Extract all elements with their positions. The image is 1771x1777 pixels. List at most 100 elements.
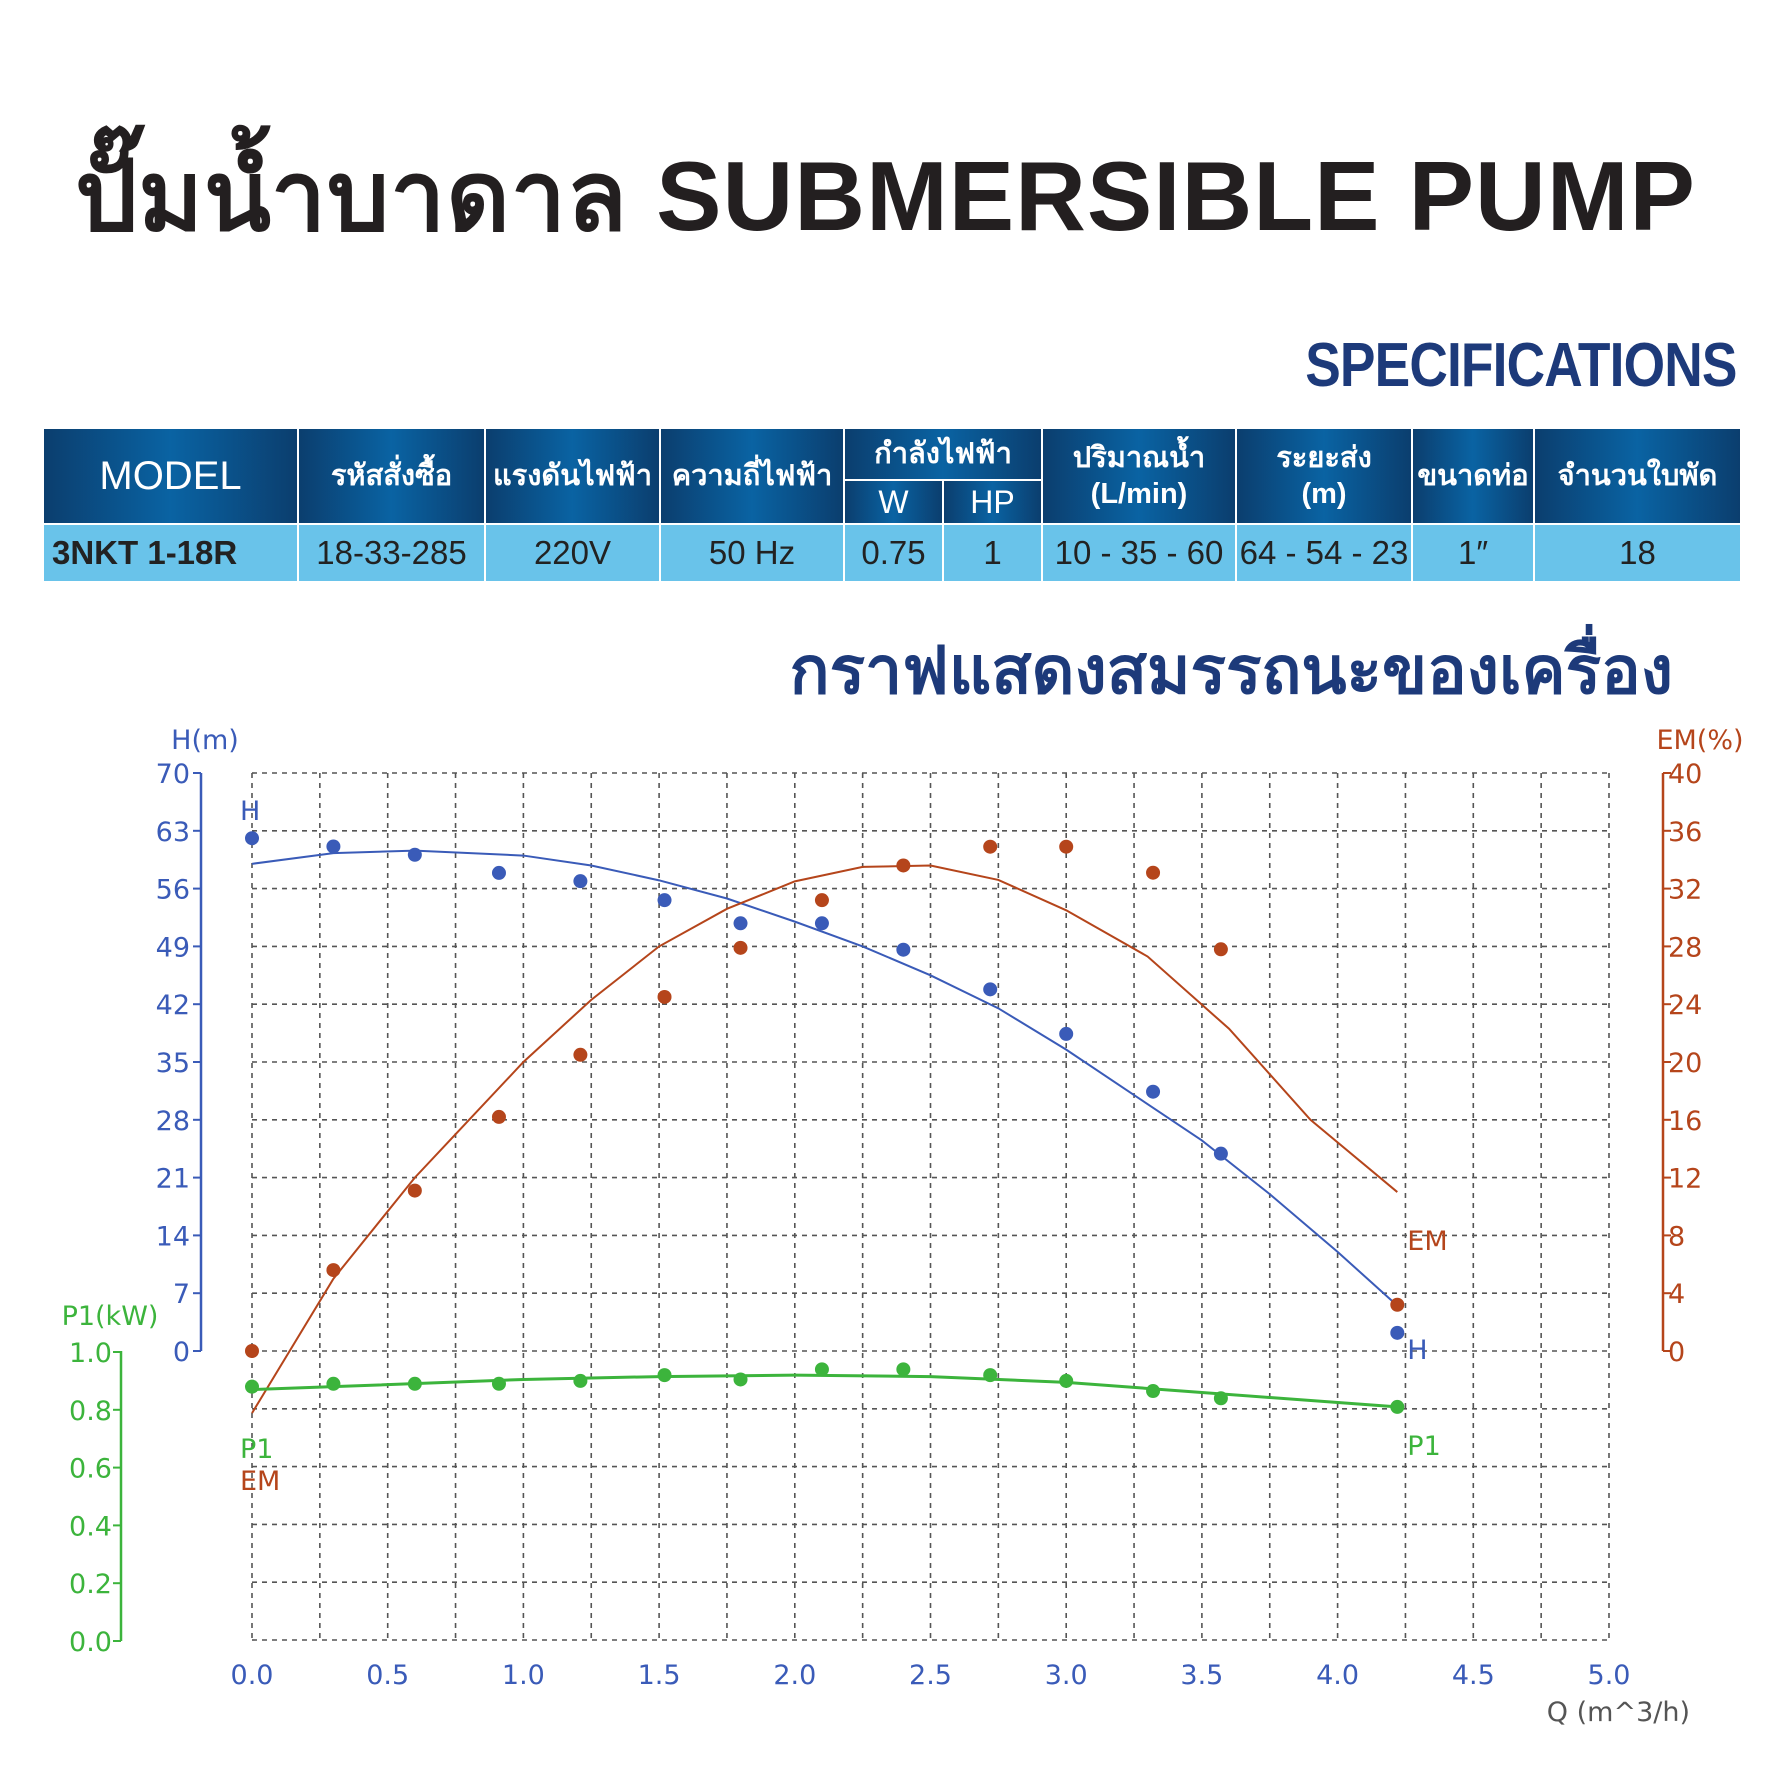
cell-power-hp: 1 [942,523,1043,583]
series-p1-point [657,1368,672,1383]
h-tick-label: 21 [156,1164,190,1195]
series-p1-point [983,1368,998,1383]
p1-tick-label: 0.6 [69,1454,112,1485]
specifications-heading: SPECIFICATIONS [1305,331,1738,400]
series-em-point [245,1344,259,1358]
h-axis-label: H(m) [171,725,239,756]
cell-impellers: 18 [1533,523,1742,583]
series-h-label-end: H [1407,1335,1427,1366]
series-em-point [1390,1297,1405,1312]
table-row: 3NKT 1-18R 18-33-285 220V 50 Hz 0.75 1 1… [42,523,1742,583]
series-h-point [245,831,259,846]
x-tick-label: 4.5 [1452,1660,1495,1691]
header-impellers: จำนวนใบพัด [1533,429,1742,525]
series-p1-label-end: P1 [1407,1431,1440,1462]
series-p1-point [1390,1399,1405,1414]
series-em-point [733,940,748,955]
x-tick-label: 2.5 [909,1660,952,1691]
series-h-point [1146,1084,1161,1099]
x-tick-label: 0.0 [231,1660,274,1691]
p1-tick-label: 0.8 [69,1396,112,1427]
series-h-point [1390,1325,1405,1340]
header-head: ระยะส่ง (m) [1235,429,1413,525]
header-order-code: รหัสสั่งซื้อ [297,429,486,525]
series-h-point [896,942,911,957]
header-flow: ปริมาณน้ำ (L/min) [1041,429,1237,525]
series-p1-point [896,1362,911,1377]
series-p1-point [814,1362,829,1377]
h-tick-label: 63 [156,817,190,848]
series-p1-point [1059,1373,1074,1388]
x-tick-label: 1.5 [638,1660,681,1691]
series-em-point [983,839,998,854]
p1-axis-label: P1(kW) [62,1301,159,1332]
series-em-point [814,893,829,908]
series-em-point [657,989,672,1004]
x-tick-label: 0.5 [366,1660,409,1691]
em-tick-label: 16 [1668,1106,1702,1137]
series-p1-point [407,1376,422,1391]
series-em-point [326,1263,341,1278]
h-tick-label: 28 [156,1106,190,1137]
cell-power-w: 0.75 [843,523,944,583]
header-voltage: แรงดันไฟฟ้า [484,429,661,525]
series-h-point [814,916,829,931]
cell-voltage: 220V [484,523,661,583]
header-pipe: ขนาดท่อ [1411,429,1535,525]
series-em-point [1059,839,1074,854]
header-power-w: W [843,480,944,525]
p1-tick-label: 0.0 [69,1627,112,1658]
em-tick-label: 28 [1668,932,1702,963]
series-h-point [407,847,422,862]
series-p1-point [733,1372,748,1387]
series-em-label-start: EM [240,1466,280,1497]
graph-title: กราฟแสดงสมรรถนะของเครื่อง [789,633,1673,707]
em-tick-label: 40 [1668,759,1702,790]
h-tick-label: 0 [173,1337,190,1368]
em-tick-label: 20 [1668,1048,1702,1079]
x-tick-label: 5.0 [1588,1660,1631,1691]
em-tick-label: 32 [1668,875,1702,906]
series-p1-label-start: P1 [240,1434,273,1465]
performance-chart: 0 7 14 21 28 35 42 49 56 63 70 0 4 8 12 16 20 24 28 32 36 40 0… [62,725,1744,1728]
x-tick-label: 1.0 [502,1660,545,1691]
cell-order-code: 18-33-285 [297,523,486,583]
em-tick-label: 4 [1668,1279,1685,1310]
cell-pipe: 1″ [1411,523,1535,583]
em-tick-label: 12 [1668,1164,1702,1195]
em-tick-label: 0 [1668,1337,1685,1368]
series-em-point [573,1047,588,1062]
spec-table: MODEL รหัสสั่งซื้อ แรงดันไฟฟ้า ความถี่ไฟ… [42,429,1742,583]
x-tick-label: 4.0 [1316,1660,1359,1691]
p1-tick-label: 0.4 [69,1511,112,1542]
h-tick-label: 70 [156,759,190,790]
series-h-point [983,982,998,997]
series-em-point [491,1109,506,1124]
series-h-point [326,839,341,854]
cell-flow: 10 - 35 - 60 [1041,523,1237,583]
series-p1-point [491,1376,506,1391]
h-tick-label: 42 [156,990,190,1021]
em-tick-label: 24 [1668,990,1702,1021]
cell-frequency: 50 Hz [659,523,845,583]
x-tick-label: 2.0 [773,1660,816,1691]
series-h-point [1213,1146,1228,1161]
x-tick-label: 3.5 [1180,1660,1223,1691]
h-tick-label: 49 [156,932,190,963]
series-p1-point [326,1376,341,1391]
em-tick-label: 36 [1668,817,1702,848]
series-h-label-start: H [240,796,260,827]
series-em-point [1213,942,1228,957]
header-flow-label: ปริมาณน้ำ [1072,441,1206,474]
p1-tick-label: 1.0 [69,1338,112,1369]
cell-head: 64 - 54 - 23 [1235,523,1413,583]
p1-tick-label: 0.2 [69,1569,112,1600]
header-head-label: ระยะส่ง [1276,441,1372,474]
series-p1-point [245,1379,259,1394]
x-axis-label: Q (m^3/h) [1547,1697,1690,1728]
em-axis-label: EM(%) [1656,725,1743,756]
series-h-point [573,874,588,889]
series-h-point [657,893,672,908]
header-frequency: ความถี่ไฟฟ้า [659,429,845,525]
header-head-unit: (m) [1301,478,1347,510]
